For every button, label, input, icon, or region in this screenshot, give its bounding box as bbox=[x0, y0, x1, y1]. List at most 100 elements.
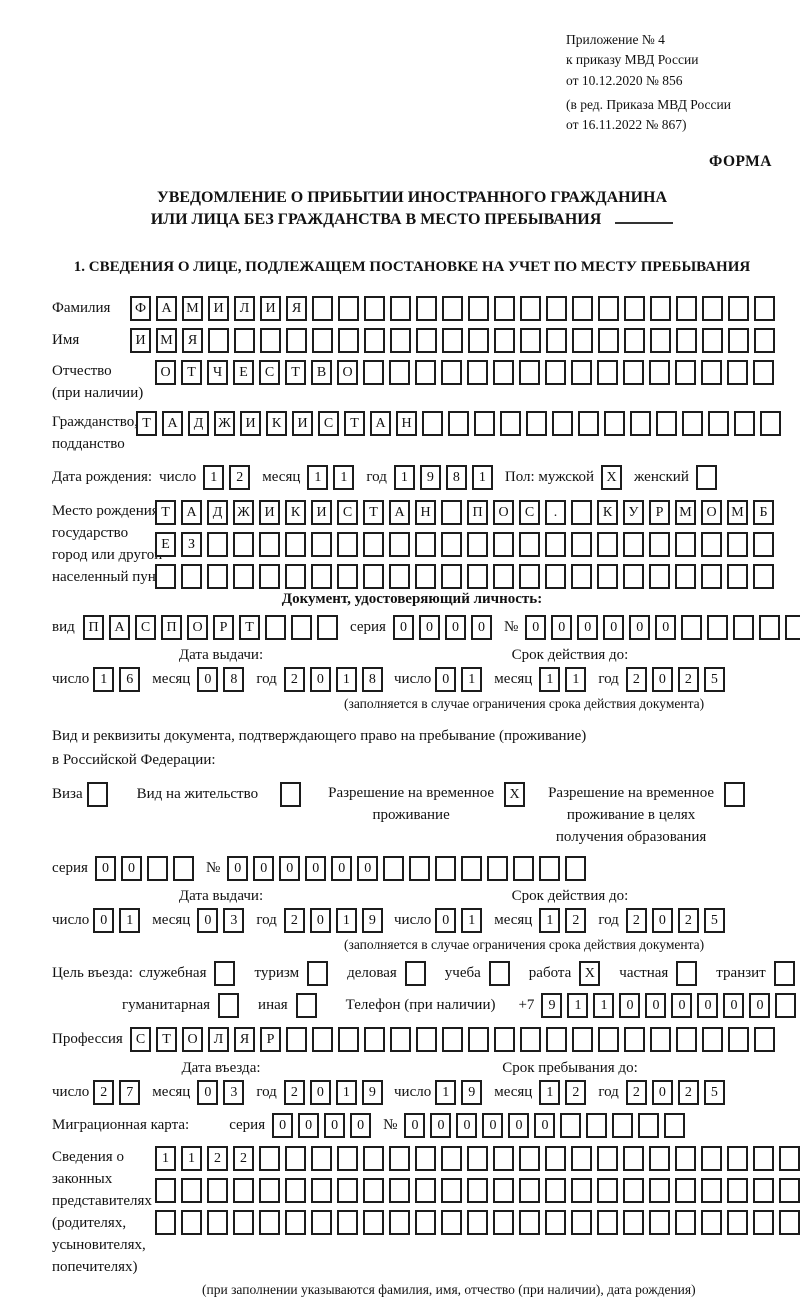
char-cell[interactable] bbox=[727, 532, 748, 558]
char-cell[interactable] bbox=[701, 1178, 722, 1204]
char-cell[interactable] bbox=[753, 1146, 774, 1172]
char-cell[interactable] bbox=[649, 1210, 670, 1236]
char-cell[interactable]: 0 bbox=[197, 1080, 219, 1106]
char-cell[interactable]: 2 bbox=[625, 908, 647, 934]
char-cell[interactable] bbox=[155, 564, 176, 590]
char-cell[interactable] bbox=[415, 532, 436, 558]
char-cell[interactable]: Р bbox=[260, 1027, 281, 1053]
char-cell[interactable] bbox=[623, 564, 644, 590]
char-cell[interactable] bbox=[441, 1210, 462, 1236]
char-cell[interactable] bbox=[363, 1210, 384, 1236]
char-cell[interactable] bbox=[624, 328, 645, 354]
char-cell[interactable]: 0 bbox=[253, 856, 275, 882]
char-cell[interactable]: Л bbox=[208, 1027, 229, 1053]
char-cell[interactable]: 0 bbox=[309, 908, 331, 934]
char-cell[interactable] bbox=[545, 1178, 566, 1204]
char-cell[interactable] bbox=[500, 411, 521, 437]
char-cell[interactable] bbox=[779, 1146, 800, 1172]
char-cell[interactable]: 5 bbox=[703, 1080, 725, 1106]
checkbox-cell[interactable] bbox=[86, 782, 108, 808]
char-cell[interactable] bbox=[312, 328, 333, 354]
char-cell[interactable] bbox=[519, 1146, 540, 1172]
char-cell[interactable] bbox=[701, 532, 722, 558]
char-cell[interactable] bbox=[649, 1146, 670, 1172]
char-cell[interactable] bbox=[207, 564, 228, 590]
char-cell[interactable]: 2 bbox=[207, 1146, 228, 1172]
char-cell[interactable]: С bbox=[337, 500, 358, 526]
char-cell[interactable]: 0 bbox=[619, 993, 641, 1019]
char-cell[interactable]: О bbox=[337, 360, 358, 386]
char-cell[interactable]: 2 bbox=[283, 1080, 305, 1106]
char-cell[interactable] bbox=[649, 532, 670, 558]
char-cell[interactable]: 0 bbox=[551, 615, 573, 641]
char-cell[interactable] bbox=[545, 1210, 566, 1236]
char-cell[interactable]: Т bbox=[239, 615, 260, 641]
char-cell[interactable]: 2 bbox=[625, 1080, 647, 1106]
char-cell[interactable] bbox=[623, 1146, 644, 1172]
char-cell[interactable]: 2 bbox=[93, 1080, 115, 1106]
char-cell[interactable] bbox=[753, 532, 774, 558]
char-cell[interactable]: 9 bbox=[361, 1080, 383, 1106]
char-cell[interactable]: 1 bbox=[567, 993, 589, 1019]
char-cell[interactable]: 0 bbox=[577, 615, 599, 641]
char-cell[interactable] bbox=[208, 328, 229, 354]
char-cell[interactable]: Б bbox=[753, 500, 774, 526]
char-cell[interactable]: 0 bbox=[357, 856, 379, 882]
char-cell[interactable]: Я bbox=[182, 328, 203, 354]
char-cell[interactable] bbox=[487, 856, 509, 882]
char-cell[interactable] bbox=[181, 1178, 202, 1204]
char-cell[interactable]: 9 bbox=[419, 465, 441, 491]
char-cell[interactable] bbox=[441, 500, 462, 526]
char-cell[interactable] bbox=[390, 296, 411, 322]
char-cell[interactable] bbox=[291, 615, 312, 641]
char-cell[interactable] bbox=[311, 1146, 332, 1172]
char-cell[interactable] bbox=[727, 360, 748, 386]
char-cell[interactable]: 3 bbox=[223, 908, 245, 934]
char-cell[interactable]: 0 bbox=[629, 615, 651, 641]
char-cell[interactable] bbox=[155, 1210, 176, 1236]
char-cell[interactable]: 0 bbox=[279, 856, 301, 882]
char-cell[interactable] bbox=[311, 532, 332, 558]
char-cell[interactable] bbox=[390, 1027, 411, 1053]
char-cell[interactable]: С bbox=[130, 1027, 151, 1053]
char-cell[interactable] bbox=[493, 532, 514, 558]
char-cell[interactable] bbox=[383, 856, 405, 882]
char-cell[interactable] bbox=[539, 856, 561, 882]
char-cell[interactable] bbox=[441, 1178, 462, 1204]
char-cell[interactable] bbox=[571, 1178, 592, 1204]
char-cell[interactable]: Ф bbox=[130, 296, 151, 322]
char-cell[interactable] bbox=[207, 1178, 228, 1204]
char-cell[interactable]: А bbox=[156, 296, 177, 322]
char-cell[interactable] bbox=[389, 1210, 410, 1236]
char-cell[interactable]: 0 bbox=[94, 856, 116, 882]
char-cell[interactable] bbox=[468, 296, 489, 322]
char-cell[interactable] bbox=[493, 360, 514, 386]
char-cell[interactable]: И bbox=[292, 411, 313, 437]
char-cell[interactable] bbox=[259, 1210, 280, 1236]
char-cell[interactable] bbox=[597, 532, 618, 558]
char-cell[interactable] bbox=[415, 1178, 436, 1204]
char-cell[interactable] bbox=[441, 1146, 462, 1172]
char-cell[interactable]: 3 bbox=[223, 1080, 245, 1106]
char-cell[interactable] bbox=[259, 532, 280, 558]
char-cell[interactable] bbox=[552, 411, 573, 437]
char-cell[interactable] bbox=[753, 1210, 774, 1236]
char-cell[interactable]: 0 bbox=[651, 667, 673, 693]
char-cell[interactable] bbox=[338, 328, 359, 354]
char-cell[interactable] bbox=[701, 564, 722, 590]
char-cell[interactable] bbox=[338, 1027, 359, 1053]
char-cell[interactable]: 6 bbox=[119, 667, 141, 693]
char-cell[interactable]: М bbox=[156, 328, 177, 354]
char-cell[interactable] bbox=[494, 1027, 515, 1053]
char-cell[interactable] bbox=[760, 411, 781, 437]
char-cell[interactable]: И bbox=[240, 411, 261, 437]
char-cell[interactable]: Е bbox=[233, 360, 254, 386]
checkbox-cell[interactable] bbox=[773, 961, 795, 987]
char-cell[interactable]: 0 bbox=[456, 1113, 478, 1139]
char-cell[interactable] bbox=[675, 1178, 696, 1204]
char-cell[interactable] bbox=[623, 532, 644, 558]
char-cell[interactable] bbox=[702, 1027, 723, 1053]
char-cell[interactable] bbox=[728, 328, 749, 354]
char-cell[interactable]: 1 bbox=[565, 667, 587, 693]
char-cell[interactable]: К bbox=[266, 411, 287, 437]
